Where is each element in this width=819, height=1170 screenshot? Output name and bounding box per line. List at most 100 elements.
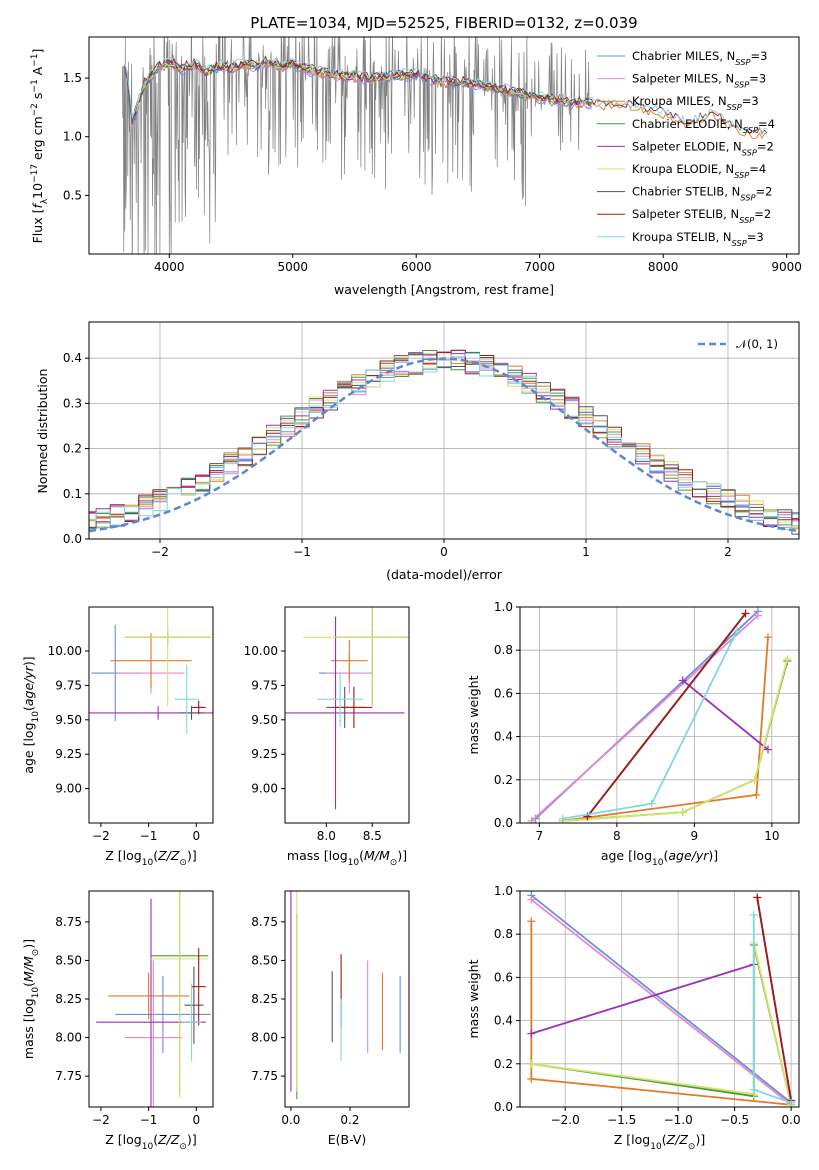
plot-area xyxy=(527,891,796,1107)
plot-area xyxy=(285,607,409,810)
weight-vs-age-axes-y-label: mass weight xyxy=(466,675,481,754)
y-tick-label: 0.2 xyxy=(63,442,82,456)
x-tick-label: 1 xyxy=(582,545,590,559)
residual-histogram xyxy=(89,349,799,527)
residual-axes xyxy=(85,321,800,543)
mass-weight-line xyxy=(756,897,792,1101)
mass-weight-line xyxy=(530,614,759,822)
observed-spectrum xyxy=(121,37,593,254)
legend-entry: Chabrier MILES, NSSP=3 xyxy=(632,49,767,67)
y-tick-label: 7.75 xyxy=(251,1069,278,1083)
x-tick-label: −0.5 xyxy=(720,1113,749,1127)
y-tick-label: 0.5 xyxy=(63,188,82,202)
x-tick-label: −1 xyxy=(293,545,311,559)
y-tick-label: 10.00 xyxy=(244,644,278,658)
y-tick-label: 7.75 xyxy=(55,1069,82,1083)
axes-frame xyxy=(88,606,214,824)
x-tick-label: 10 xyxy=(764,829,779,843)
legend-entry: Kroupa STELIB, NSSP=3 xyxy=(632,230,764,248)
mass-weight-line xyxy=(530,894,792,1104)
axes-frame xyxy=(519,890,800,1108)
mass-weight-line xyxy=(531,963,755,1035)
y-tick-label: 0.2 xyxy=(494,1057,513,1071)
mass-weight-line xyxy=(531,941,792,1106)
y-tick-label: 0.6 xyxy=(494,970,513,984)
y-tick-label: 1.0 xyxy=(63,130,82,144)
plot-area xyxy=(89,607,213,734)
y-tick-label: 0.6 xyxy=(494,686,513,700)
plot-area xyxy=(96,891,211,1107)
x-tick-label: −1 xyxy=(140,1113,158,1127)
x-tick-label: 8 xyxy=(613,829,621,843)
mass-vs-Z-axes-x-label: Z [log10(Z/Z⊙)] xyxy=(105,1132,196,1152)
residual-x-label: (data-model)/error xyxy=(386,567,503,582)
y-tick-label: 1.0 xyxy=(494,884,513,898)
spectrum-legend: Chabrier MILES, NSSP=3 Salpeter MILES, NS… xyxy=(597,49,775,248)
y-tick-label: 8.75 xyxy=(251,915,278,929)
y-tick-label: 9.50 xyxy=(55,713,82,727)
axes-frame xyxy=(284,606,410,824)
mass-vs-Z-axes-y-label: mass [log10(M/M⊙)] xyxy=(21,939,41,1059)
legend-entry: Salpeter MILES, NSSP=3 xyxy=(632,72,766,90)
age-vs-Z-axes xyxy=(85,606,214,827)
residual-y-label: Normed distribution xyxy=(35,369,50,494)
x-tick-label: 2 xyxy=(724,545,732,559)
axes-frame xyxy=(88,890,214,1108)
spectrum-axes xyxy=(85,36,800,258)
y-tick-label: 8.50 xyxy=(55,953,82,967)
weight-vs-Z-axes xyxy=(516,890,800,1111)
axes-frame xyxy=(88,36,800,255)
spectrum-y-label: Flux [fλ10−17 erg cm−2 s−1 A−1] xyxy=(30,49,50,244)
y-tick-label: 0.0 xyxy=(494,816,513,830)
mass-weight-line xyxy=(752,914,792,1104)
y-tick-label: 8.00 xyxy=(251,1031,278,1045)
mass-vs-ebv-axes-x-label: E(B-V) xyxy=(328,1132,367,1147)
y-tick-label: 10.00 xyxy=(48,644,82,658)
age-vs-Z-axes-x-label: Z [log10(Z/Z⊙)] xyxy=(105,848,196,868)
weight-vs-age-axes xyxy=(516,606,800,827)
y-tick-label: 9.75 xyxy=(251,678,278,692)
y-tick-label: 0.8 xyxy=(494,927,513,941)
x-tick-label: −2 xyxy=(92,1113,110,1127)
mass-weight-line xyxy=(586,612,747,818)
y-tick-label: 8.25 xyxy=(251,992,278,1006)
x-tick-label: 6000 xyxy=(401,260,432,274)
legend-entry: Salpeter ELODIE, NSSP=2 xyxy=(632,139,774,157)
x-tick-label: 9 xyxy=(691,829,699,843)
x-tick-label: 0.0 xyxy=(281,1113,300,1127)
mass-weight-line xyxy=(530,921,792,1106)
age-vs-mass-axes-x-label: mass [log10(M/M⊙)] xyxy=(287,848,407,868)
legend-entry: Kroupa MILES, NSSP=3 xyxy=(632,94,759,112)
legend-entry: Salpeter STELIB, NSSP=2 xyxy=(632,207,771,225)
plot-area xyxy=(290,891,401,1100)
y-tick-label: 8.25 xyxy=(55,992,82,1006)
age-vs-mass-axes xyxy=(281,606,410,827)
mass-weight-line xyxy=(562,660,789,822)
legend-entry: Kroupa ELODIE, NSSP=4 xyxy=(632,162,766,180)
y-tick-label: 9.25 xyxy=(55,747,82,761)
y-tick-label: 0.0 xyxy=(494,1100,513,1114)
x-tick-label: 8.5 xyxy=(363,829,382,843)
axes-frame xyxy=(284,890,410,1108)
axes-frame xyxy=(519,606,800,824)
plot-area xyxy=(121,37,768,254)
x-tick-label: 0 xyxy=(440,545,448,559)
y-tick-label: 0.4 xyxy=(63,351,82,365)
weight-vs-age-axes-x-label: age [log10(age/yr)] xyxy=(601,848,718,868)
x-tick-label: 0 xyxy=(192,829,200,843)
model-spectrum-line xyxy=(124,60,768,140)
x-tick-label: −2 xyxy=(92,829,110,843)
mass-weight-line xyxy=(562,637,769,822)
y-tick-label: 8.00 xyxy=(55,1031,82,1045)
x-tick-label: 0 xyxy=(192,1113,200,1127)
x-tick-label: 8000 xyxy=(648,260,679,274)
x-tick-label: −1.0 xyxy=(664,1113,693,1127)
y-tick-label: 1.0 xyxy=(494,600,513,614)
x-tick-label: 5000 xyxy=(277,260,308,274)
y-tick-label: 0.3 xyxy=(63,396,82,410)
mass-vs-Z-axes xyxy=(85,890,214,1111)
y-tick-label: 9.75 xyxy=(55,678,82,692)
x-tick-label: 4000 xyxy=(154,260,185,274)
y-tick-label: 0.4 xyxy=(494,1014,513,1028)
